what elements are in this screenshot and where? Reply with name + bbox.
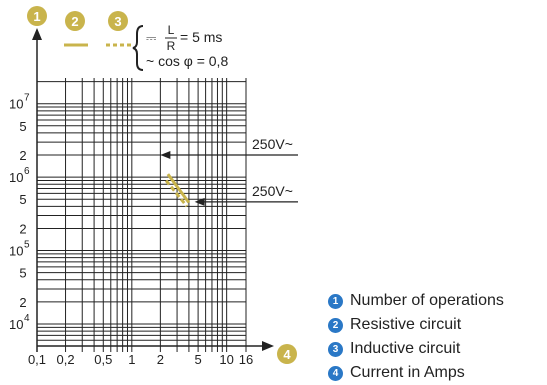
annotation-arrow bbox=[160, 151, 171, 160]
marker-1-axis-y: 1 bbox=[27, 6, 47, 26]
chart-grid bbox=[36, 78, 247, 352]
y-tick-label: 5 bbox=[19, 192, 26, 207]
y-tick-label: 2 bbox=[19, 295, 26, 310]
legend-label-4: Current in Amps bbox=[350, 364, 465, 381]
annotation-label: 250V~ bbox=[252, 136, 293, 152]
y-tick-label: 5 bbox=[19, 119, 26, 134]
marker-2-text: 2 bbox=[71, 14, 78, 29]
legend-item-1: 1 Number of operations bbox=[328, 292, 504, 310]
x-tick-label: 10 bbox=[219, 352, 233, 367]
x-tick-label: 16 bbox=[239, 352, 253, 367]
legend-label-1: Number of operations bbox=[350, 292, 504, 309]
legend-item-3: 3 Inductive circuit bbox=[328, 340, 460, 358]
legend-dot-1: 1 bbox=[328, 293, 343, 309]
legend-dot-2: 2 bbox=[328, 317, 343, 333]
marker-4-axis-x: 4 bbox=[277, 344, 297, 364]
y-tick-label: 10 bbox=[9, 170, 23, 185]
y-tick-label: 10 bbox=[9, 97, 23, 112]
marker-1-text: 1 bbox=[33, 9, 40, 24]
dc-symbol: ⎓ bbox=[146, 30, 156, 45]
y-tick-exponent: 7 bbox=[24, 93, 30, 104]
legend-item-2: 2 Resistive circuit bbox=[328, 316, 461, 334]
y-tick-label: 10 bbox=[9, 317, 23, 332]
annotation-label: 250V~ bbox=[252, 183, 293, 199]
y-tick-label: 10 bbox=[9, 244, 23, 259]
x-tick-label: 2 bbox=[157, 352, 164, 367]
marker-3-text: 3 bbox=[114, 14, 121, 29]
fraction-numerator: L bbox=[168, 23, 175, 37]
y-tick-exponent: 6 bbox=[24, 166, 30, 177]
inductive-curve bbox=[164, 179, 188, 208]
fraction-denominator: R bbox=[167, 39, 176, 53]
ac-formula: ~ cos φ = 0,8 bbox=[146, 53, 228, 69]
x-tick-label: 0,1 bbox=[28, 352, 46, 367]
y-tick-label: 2 bbox=[19, 221, 26, 236]
annotation-arrow bbox=[194, 197, 205, 206]
legend-dot-4: 4 bbox=[328, 365, 343, 381]
legend-label-2: Resistive circuit bbox=[350, 316, 462, 333]
resistive-curve bbox=[166, 173, 191, 204]
y-tick-label: 5 bbox=[19, 266, 26, 281]
x-tick-label: 1 bbox=[128, 352, 135, 367]
chart-axes bbox=[32, 28, 274, 352]
chart-curves bbox=[164, 173, 191, 208]
dc-value: = 5 ms bbox=[180, 29, 222, 45]
y-tick-exponent: 5 bbox=[24, 240, 30, 251]
x-tick-label: 0,5 bbox=[94, 352, 112, 367]
legend-dot-3: 3 bbox=[328, 341, 343, 357]
chart-annotations: 250V~ 250V~ bbox=[160, 136, 298, 206]
x-axis-arrow bbox=[262, 341, 274, 351]
y-tick-exponent: 4 bbox=[24, 313, 30, 324]
marker-4-text: 4 bbox=[283, 347, 291, 362]
legend-label-3: Inductive circuit bbox=[350, 340, 461, 357]
x-tick-label: 5 bbox=[194, 352, 201, 367]
marker-3-legend: 3 bbox=[106, 11, 131, 47]
x-tick-label: 0,2 bbox=[57, 352, 75, 367]
y-axis-arrow bbox=[32, 28, 42, 40]
marker-2-legend: 2 bbox=[64, 11, 88, 47]
y-tick-label: 2 bbox=[19, 148, 26, 163]
legend-item-4: 4 Current in Amps bbox=[328, 364, 465, 382]
brace bbox=[132, 25, 144, 71]
x-tick-labels: 0,1 0,2 0,5 1 2 5 10 16 bbox=[28, 352, 253, 367]
